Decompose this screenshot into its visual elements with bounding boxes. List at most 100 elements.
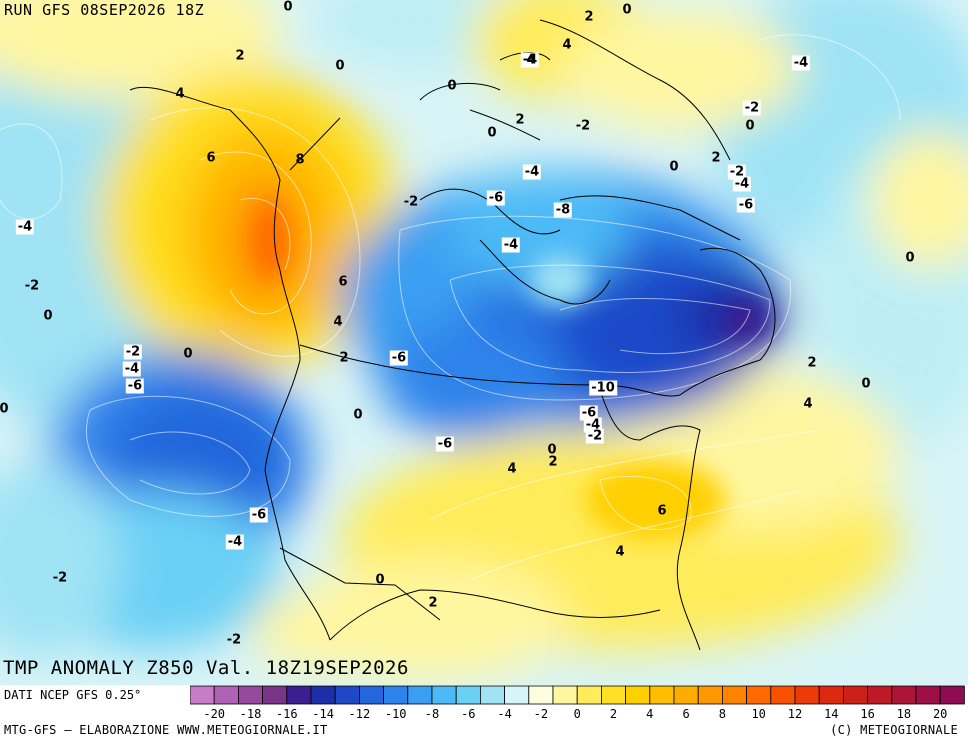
contour-label: -4 <box>791 55 811 71</box>
color-swatch <box>213 685 239 705</box>
contour-label: -6 <box>486 190 506 206</box>
color-swatch <box>697 685 723 705</box>
color-swatch <box>891 685 917 705</box>
color-swatch <box>310 685 336 705</box>
contour-label: -4 <box>15 219 35 235</box>
color-swatch <box>794 685 820 705</box>
contour-label: 4 <box>803 396 813 412</box>
contour-label: 2 <box>711 150 721 166</box>
contour-label: 0 <box>353 407 363 423</box>
contour-label: 0 <box>335 58 345 74</box>
color-swatch <box>504 685 530 705</box>
contour-label: 0 <box>547 442 557 458</box>
contour-label: -2 <box>24 278 40 294</box>
contour-label: -2 <box>123 344 143 360</box>
contour-label: -6 <box>435 436 455 452</box>
contour-label: 2 <box>339 350 349 366</box>
scale-tick-label: 0 <box>573 707 581 721</box>
contour-label: 0 <box>905 250 915 266</box>
scale-tick-label: 20 <box>932 707 948 721</box>
contour-label: -2 <box>742 100 762 116</box>
color-swatch <box>770 685 796 705</box>
scale-tick-label: 18 <box>896 707 912 721</box>
contour-label: 2 <box>548 454 558 470</box>
color-swatch <box>528 685 554 705</box>
contour-label: 4 <box>526 52 536 68</box>
scale-tick-label: -2 <box>533 707 549 721</box>
contour-label: 8 <box>295 152 305 168</box>
color-swatch <box>238 685 264 705</box>
contour-label: 6 <box>657 503 667 519</box>
scale-tick-label: -18 <box>239 707 262 721</box>
contour-label: 4 <box>175 86 185 102</box>
contour-label: 2 <box>584 9 594 25</box>
contour-label: -2 <box>52 570 68 586</box>
contour-label: 0 <box>447 78 457 94</box>
contour-label: -2 <box>585 428 605 444</box>
contour-label: 0 <box>622 2 632 18</box>
color-swatch <box>383 685 409 705</box>
contour-label: 0 <box>183 346 193 362</box>
scale-tick-label: -12 <box>348 707 371 721</box>
contour-label: -4 <box>520 52 540 68</box>
color-swatch <box>431 685 457 705</box>
contour-label: -4 <box>225 534 245 550</box>
scale-tick-label: -6 <box>461 707 476 721</box>
contour-label: 4 <box>615 544 625 560</box>
contour-label: 0 <box>487 125 497 141</box>
contour-label: -10 <box>589 380 617 396</box>
color-swatch <box>552 685 578 705</box>
color-swatch <box>600 685 626 705</box>
scale-tick-label: -14 <box>312 707 334 721</box>
scale-tick-label: 10 <box>751 707 766 721</box>
color-swatch <box>939 685 965 705</box>
color-scale: -20 -18 -16 -14 -12 -10 -8 -6 -4 -2 0 2 4 6 8 10 12 14 16 1… <box>189 685 966 721</box>
credit-text: MTG-GFS — ELABORAZIONE WWW.METEOGIORNALE… <box>4 723 328 737</box>
color-swatch <box>286 685 312 705</box>
scale-tick-label: 2 <box>609 707 618 721</box>
contour-label: 0 <box>0 401 9 417</box>
contour-label: -2 <box>226 632 242 648</box>
color-swatch <box>818 685 844 705</box>
color-swatch <box>189 685 215 705</box>
scale-tick-label: 12 <box>787 707 803 721</box>
contour-label: 2 <box>428 595 438 611</box>
color-swatch <box>455 685 481 705</box>
temperature-field <box>0 0 968 680</box>
contour-label: 0 <box>861 376 871 392</box>
footer: DATI NCEP GFS 0.25° -20 -18 -16 -14 -12 -10 -8… <box>0 685 968 745</box>
contour-label: -6 <box>125 378 145 394</box>
contour-label: 0 <box>375 572 385 588</box>
contour-label: 2 <box>807 355 817 371</box>
color-swatch <box>673 685 699 705</box>
contour-label: -8 <box>553 202 573 218</box>
contour-lines <box>0 34 901 581</box>
copyright-text: (C) METEOGIORNALE <box>830 723 958 737</box>
scale-tick-label: -20 <box>203 707 226 721</box>
contour-label: -6 <box>249 507 269 523</box>
contour-label: 4 <box>507 461 517 477</box>
color-swatch <box>915 685 941 705</box>
contour-label: 4 <box>333 314 343 330</box>
contour-label: 6 <box>206 150 216 166</box>
data-source: DATI NCEP GFS 0.25° <box>4 688 142 702</box>
color-swatch <box>625 685 651 705</box>
contour-label: -6 <box>579 405 599 421</box>
color-swatch <box>262 685 288 705</box>
contour-label: -4 <box>522 164 542 180</box>
contour-label: -2 <box>575 118 591 134</box>
map-canvas <box>0 0 968 685</box>
contour-label: 0 <box>43 308 53 324</box>
scale-tick-label: -4 <box>497 707 512 721</box>
contour-label: -4 <box>732 176 752 192</box>
color-swatch <box>576 685 602 705</box>
contour-label: -2 <box>727 164 747 180</box>
color-swatch <box>867 685 893 705</box>
color-swatch <box>746 685 772 705</box>
contour-label: 2 <box>515 112 525 128</box>
color-swatch <box>334 685 360 705</box>
color-swatch <box>407 685 433 705</box>
contour-label: -4 <box>501 237 521 253</box>
contour-label: -6 <box>736 197 756 213</box>
anomaly-map <box>0 0 968 685</box>
